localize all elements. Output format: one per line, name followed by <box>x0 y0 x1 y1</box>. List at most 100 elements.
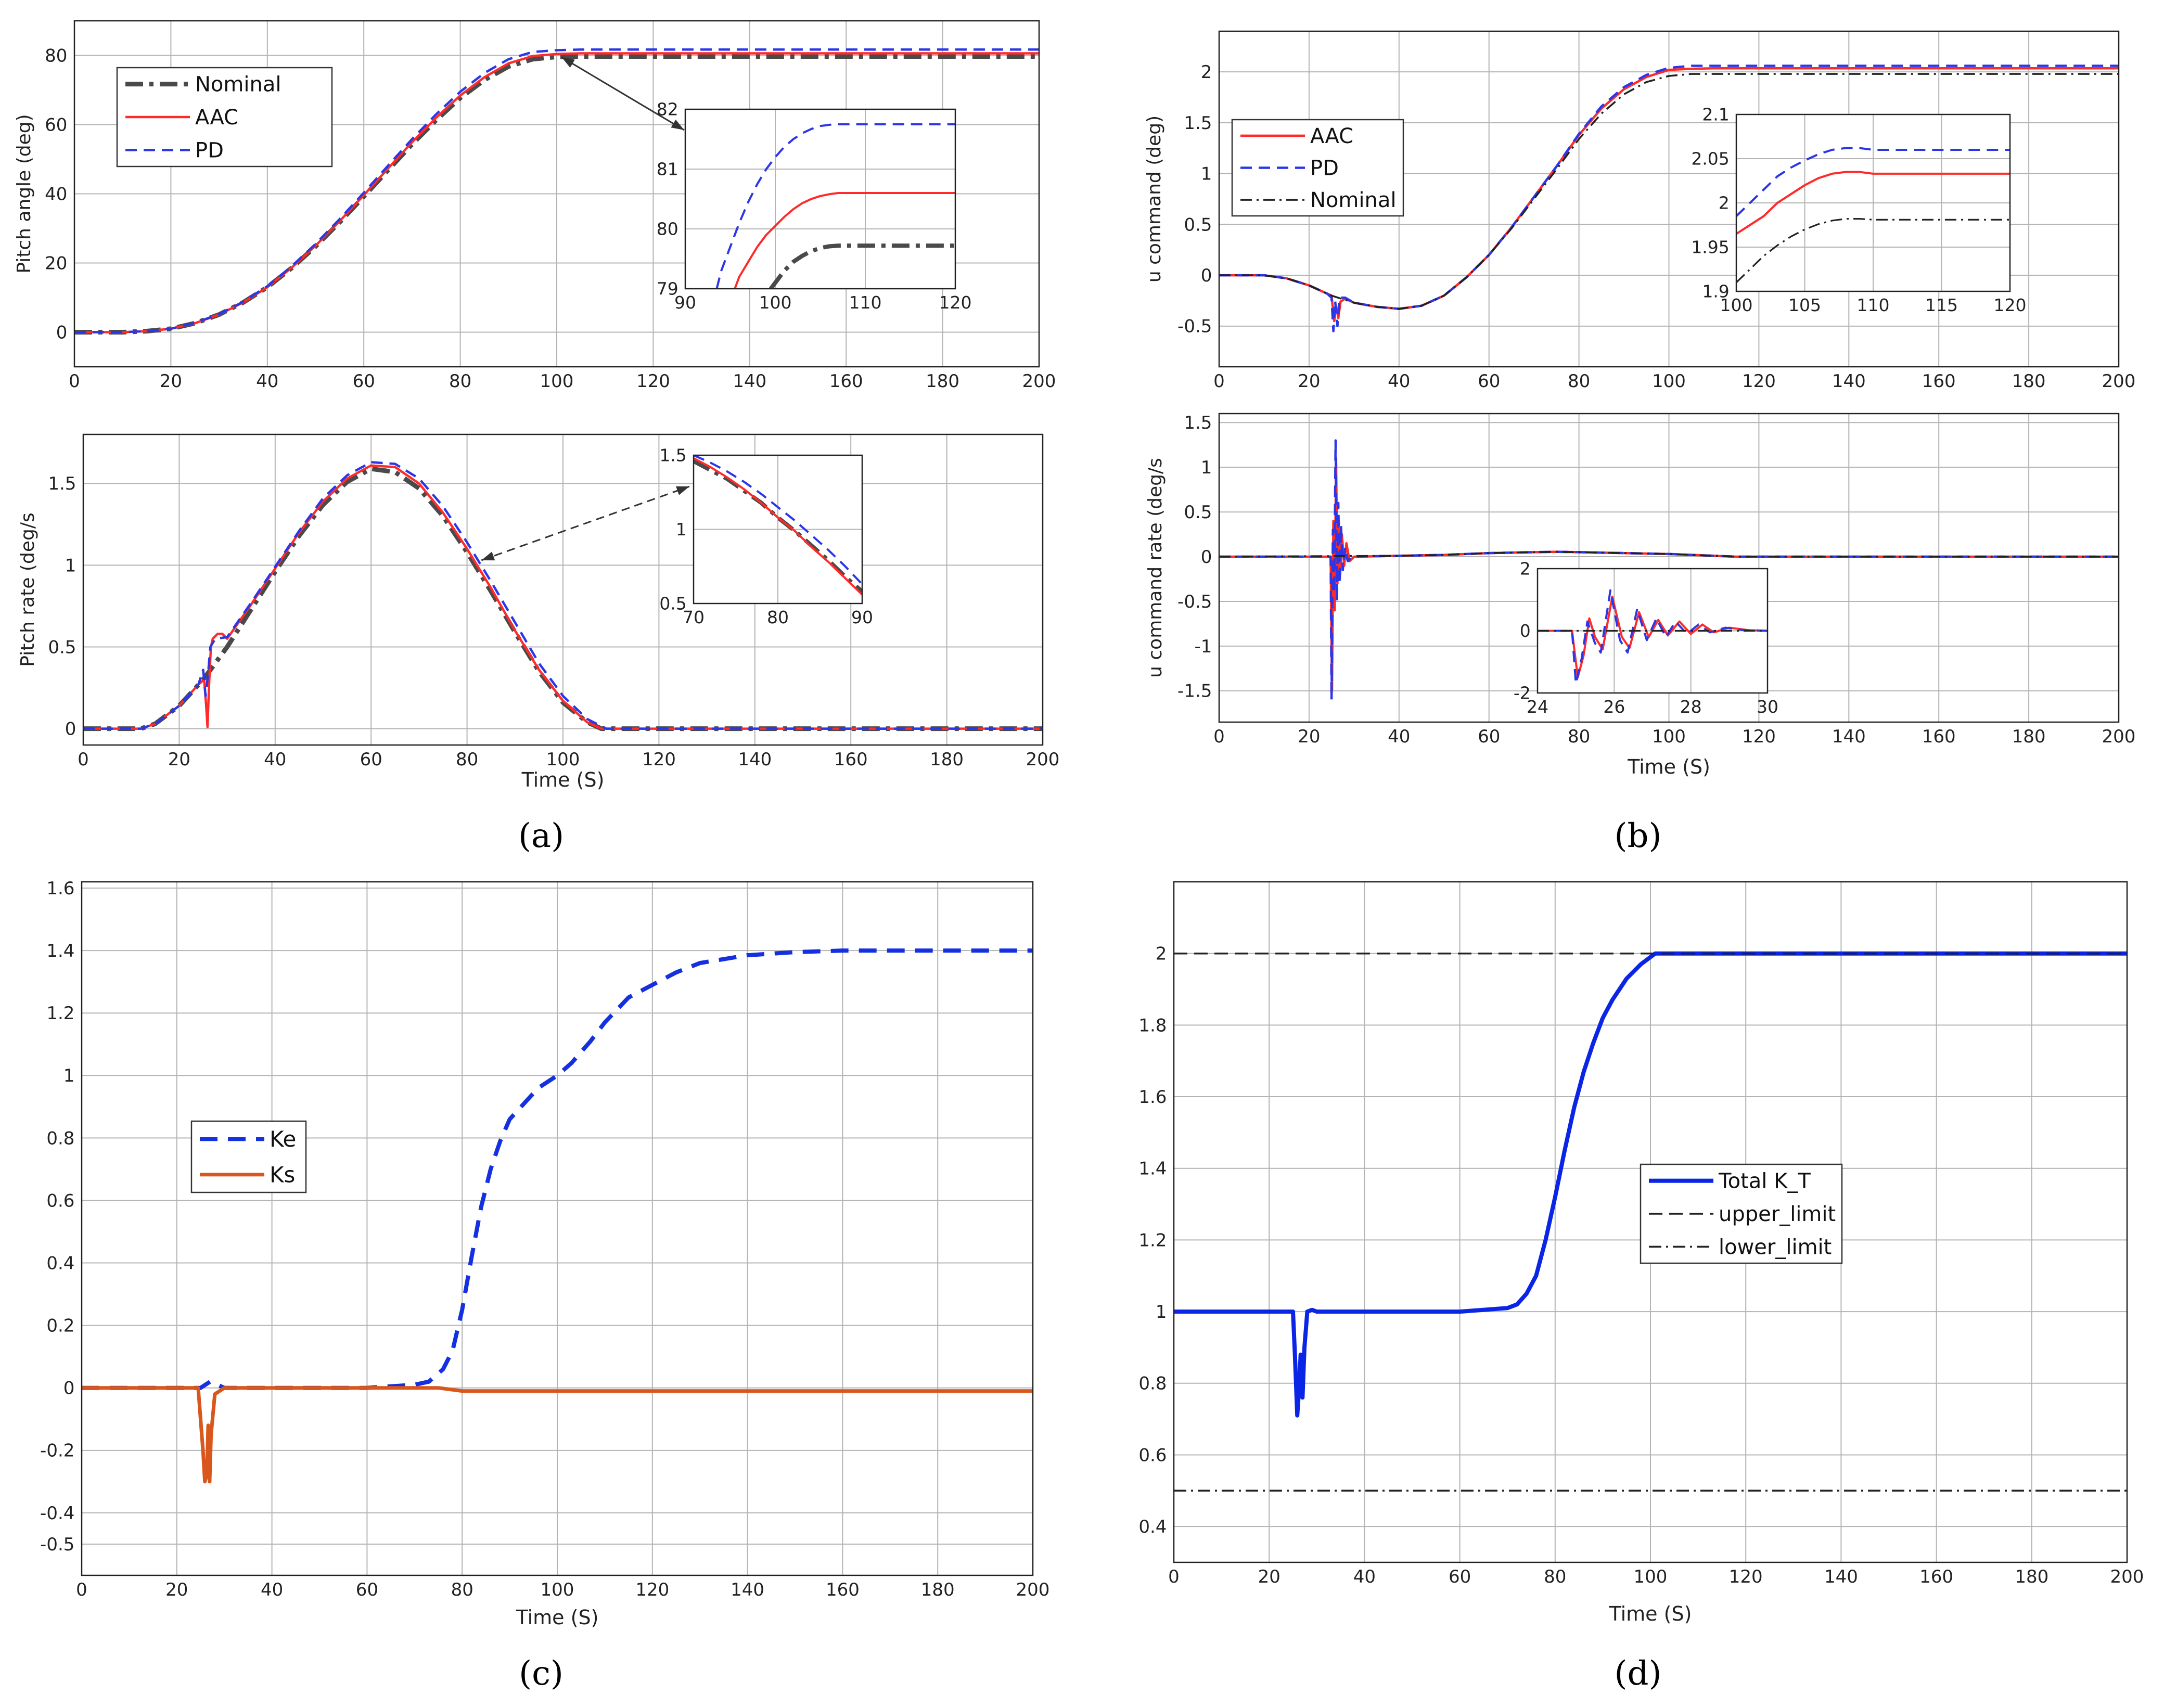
y-tick-label: 20 <box>45 253 67 274</box>
x-tick-label: 60 <box>1478 371 1500 392</box>
inset-series-line-pd <box>694 455 862 585</box>
x-tick-label: 200 <box>1022 371 1056 392</box>
y-tick-label: 1 <box>1201 164 1212 185</box>
y-tick-label: 1.2 <box>46 1003 74 1024</box>
inset-series-group <box>715 123 955 289</box>
x-tick-label: 0 <box>76 1579 87 1600</box>
inset-x-tick-label: 24 <box>1527 697 1548 717</box>
inset-y-tick-label: 1.5 <box>659 445 686 466</box>
x-tick-label: 120 <box>642 749 676 770</box>
x-tick-label: 140 <box>733 371 766 392</box>
annotation-arrowhead <box>481 551 495 561</box>
chart-a-top: 0 20 40 60 80 100 120 140 160 180 200 0 20 40 60 80 Pitc… <box>14 20 1056 392</box>
inset-series-group <box>694 455 862 596</box>
x-tick-label: 80 <box>449 371 471 392</box>
x-tick-label: 140 <box>1832 726 1866 747</box>
x-tick-label: 80 <box>1544 1566 1566 1587</box>
y-tick-label: 1.4 <box>46 941 74 961</box>
inset-x-tick-label: 110 <box>1857 295 1890 315</box>
chart-b-bottom: 0 20 40 60 80 100 120 140 160 180 200-1.5-1-0.500.… <box>1145 413 2135 778</box>
inset-x-tick-label: 120 <box>939 292 972 313</box>
x-tick-label: 120 <box>1742 371 1776 392</box>
x-tick-label: 100 <box>1634 1566 1668 1587</box>
inset-y-tick-label: 1 <box>676 519 687 540</box>
inset-series-line-pd <box>715 123 955 289</box>
series-line-ks <box>82 1386 1033 1484</box>
legend-label: AAC <box>195 106 238 130</box>
series-line-nominal <box>1219 73 2119 310</box>
inset-y-tick-label: 2 <box>1719 193 1730 213</box>
x-tick-label: 180 <box>926 371 959 392</box>
y-tick-label: 1.6 <box>1138 1087 1167 1108</box>
x-tick-label: 60 <box>353 371 375 392</box>
inset-y-tick-label: 2.1 <box>1702 105 1729 125</box>
series-line-pd <box>1219 439 2119 701</box>
y-tick-label: -1 <box>1194 636 1212 657</box>
y-tick-label: 0.2 <box>46 1316 74 1337</box>
y-tick-label: 0.4 <box>46 1253 74 1274</box>
x-tick-label: 20 <box>168 749 190 770</box>
inset-x-tick-label: 30 <box>1757 697 1778 717</box>
x-tick-label: 20 <box>1298 726 1320 747</box>
y-tick-label: -0.5 <box>1177 316 1212 337</box>
axes-frame <box>1218 413 2120 723</box>
series-group <box>1174 951 2127 1492</box>
annotation-arrowhead <box>671 119 684 130</box>
inset-x-tick-label: 120 <box>1994 295 2027 315</box>
annotation-arrow-line <box>561 56 685 131</box>
inset-x-tick-label: 100 <box>759 292 792 313</box>
legend-label: Ks <box>270 1162 295 1187</box>
x-tick-label: 100 <box>1652 726 1686 747</box>
x-tick-label: 80 <box>1568 371 1590 392</box>
y-tick-label: -0.4 <box>40 1503 74 1524</box>
y-tick-label: 1.6 <box>46 878 74 899</box>
inset-series-group <box>1736 147 2010 284</box>
x-tick-label: 160 <box>826 1579 860 1600</box>
x-tick-label: 180 <box>930 749 964 770</box>
axes-frame <box>82 433 1044 746</box>
chart-a-bottom: 0 20 40 60 80 100 120 140 160 180 20000.511.5Pitch… <box>17 433 1059 791</box>
inset-series-line-pd <box>1538 589 1768 685</box>
x-tick-label: 60 <box>356 1579 378 1600</box>
y-tick-label: 1.5 <box>1184 413 1212 433</box>
inset-series-line-pd <box>1736 147 2010 217</box>
x-tick-label: 100 <box>541 1579 574 1600</box>
inset-series-line-aac <box>734 191 955 289</box>
x-axis-label: Time (S) <box>516 1606 599 1629</box>
caption-d: (d) <box>1615 1654 1662 1693</box>
inset-series-line-aac <box>1538 595 1768 679</box>
inset-x-tick-label: 115 <box>1925 295 1958 315</box>
y-tick-label: -0.2 <box>40 1441 74 1461</box>
legend-label: upper_limit <box>1719 1202 1836 1226</box>
inset-b-bottom: 24 26 28 30 -2 0 2 <box>1514 559 1778 717</box>
x-tick-label: 180 <box>2012 726 2046 747</box>
x-tick-label: 20 <box>160 371 182 392</box>
annotation-arrowhead <box>676 486 689 495</box>
y-axis-label: u command (deg) <box>1144 115 1165 282</box>
y-tick-label: -0.5 <box>1177 592 1212 612</box>
inset-x-tick-label: 100 <box>1720 295 1753 315</box>
x-tick-label: 160 <box>834 749 868 770</box>
x-tick-label: 0 <box>1213 371 1225 392</box>
series-line-nominal <box>1219 550 2119 558</box>
x-tick-label: 40 <box>261 1579 283 1600</box>
inset-y-tick-label: 2.05 <box>1691 149 1729 169</box>
y-tick-label: 1 <box>63 1065 75 1086</box>
series-line-pd <box>83 461 1043 730</box>
caption-c: (c) <box>519 1654 564 1693</box>
y-tick-label: 2 <box>1201 62 1212 83</box>
annotation-arrowhead <box>561 57 575 68</box>
inset-axes-frame <box>1735 113 2011 292</box>
y-tick-label: 1 <box>1201 457 1212 478</box>
legend-label: PD <box>1310 157 1339 181</box>
x-tick-label: 160 <box>1922 726 1956 747</box>
x-tick-label: 60 <box>360 749 382 770</box>
x-tick-label: 0 <box>78 749 89 770</box>
x-tick-label: 140 <box>1832 371 1866 392</box>
inset-y-tick-label: 0 <box>1520 621 1531 641</box>
x-tick-label: 0 <box>69 371 80 392</box>
x-tick-label: 200 <box>2102 726 2136 747</box>
legend-label: Nominal <box>1310 188 1396 212</box>
